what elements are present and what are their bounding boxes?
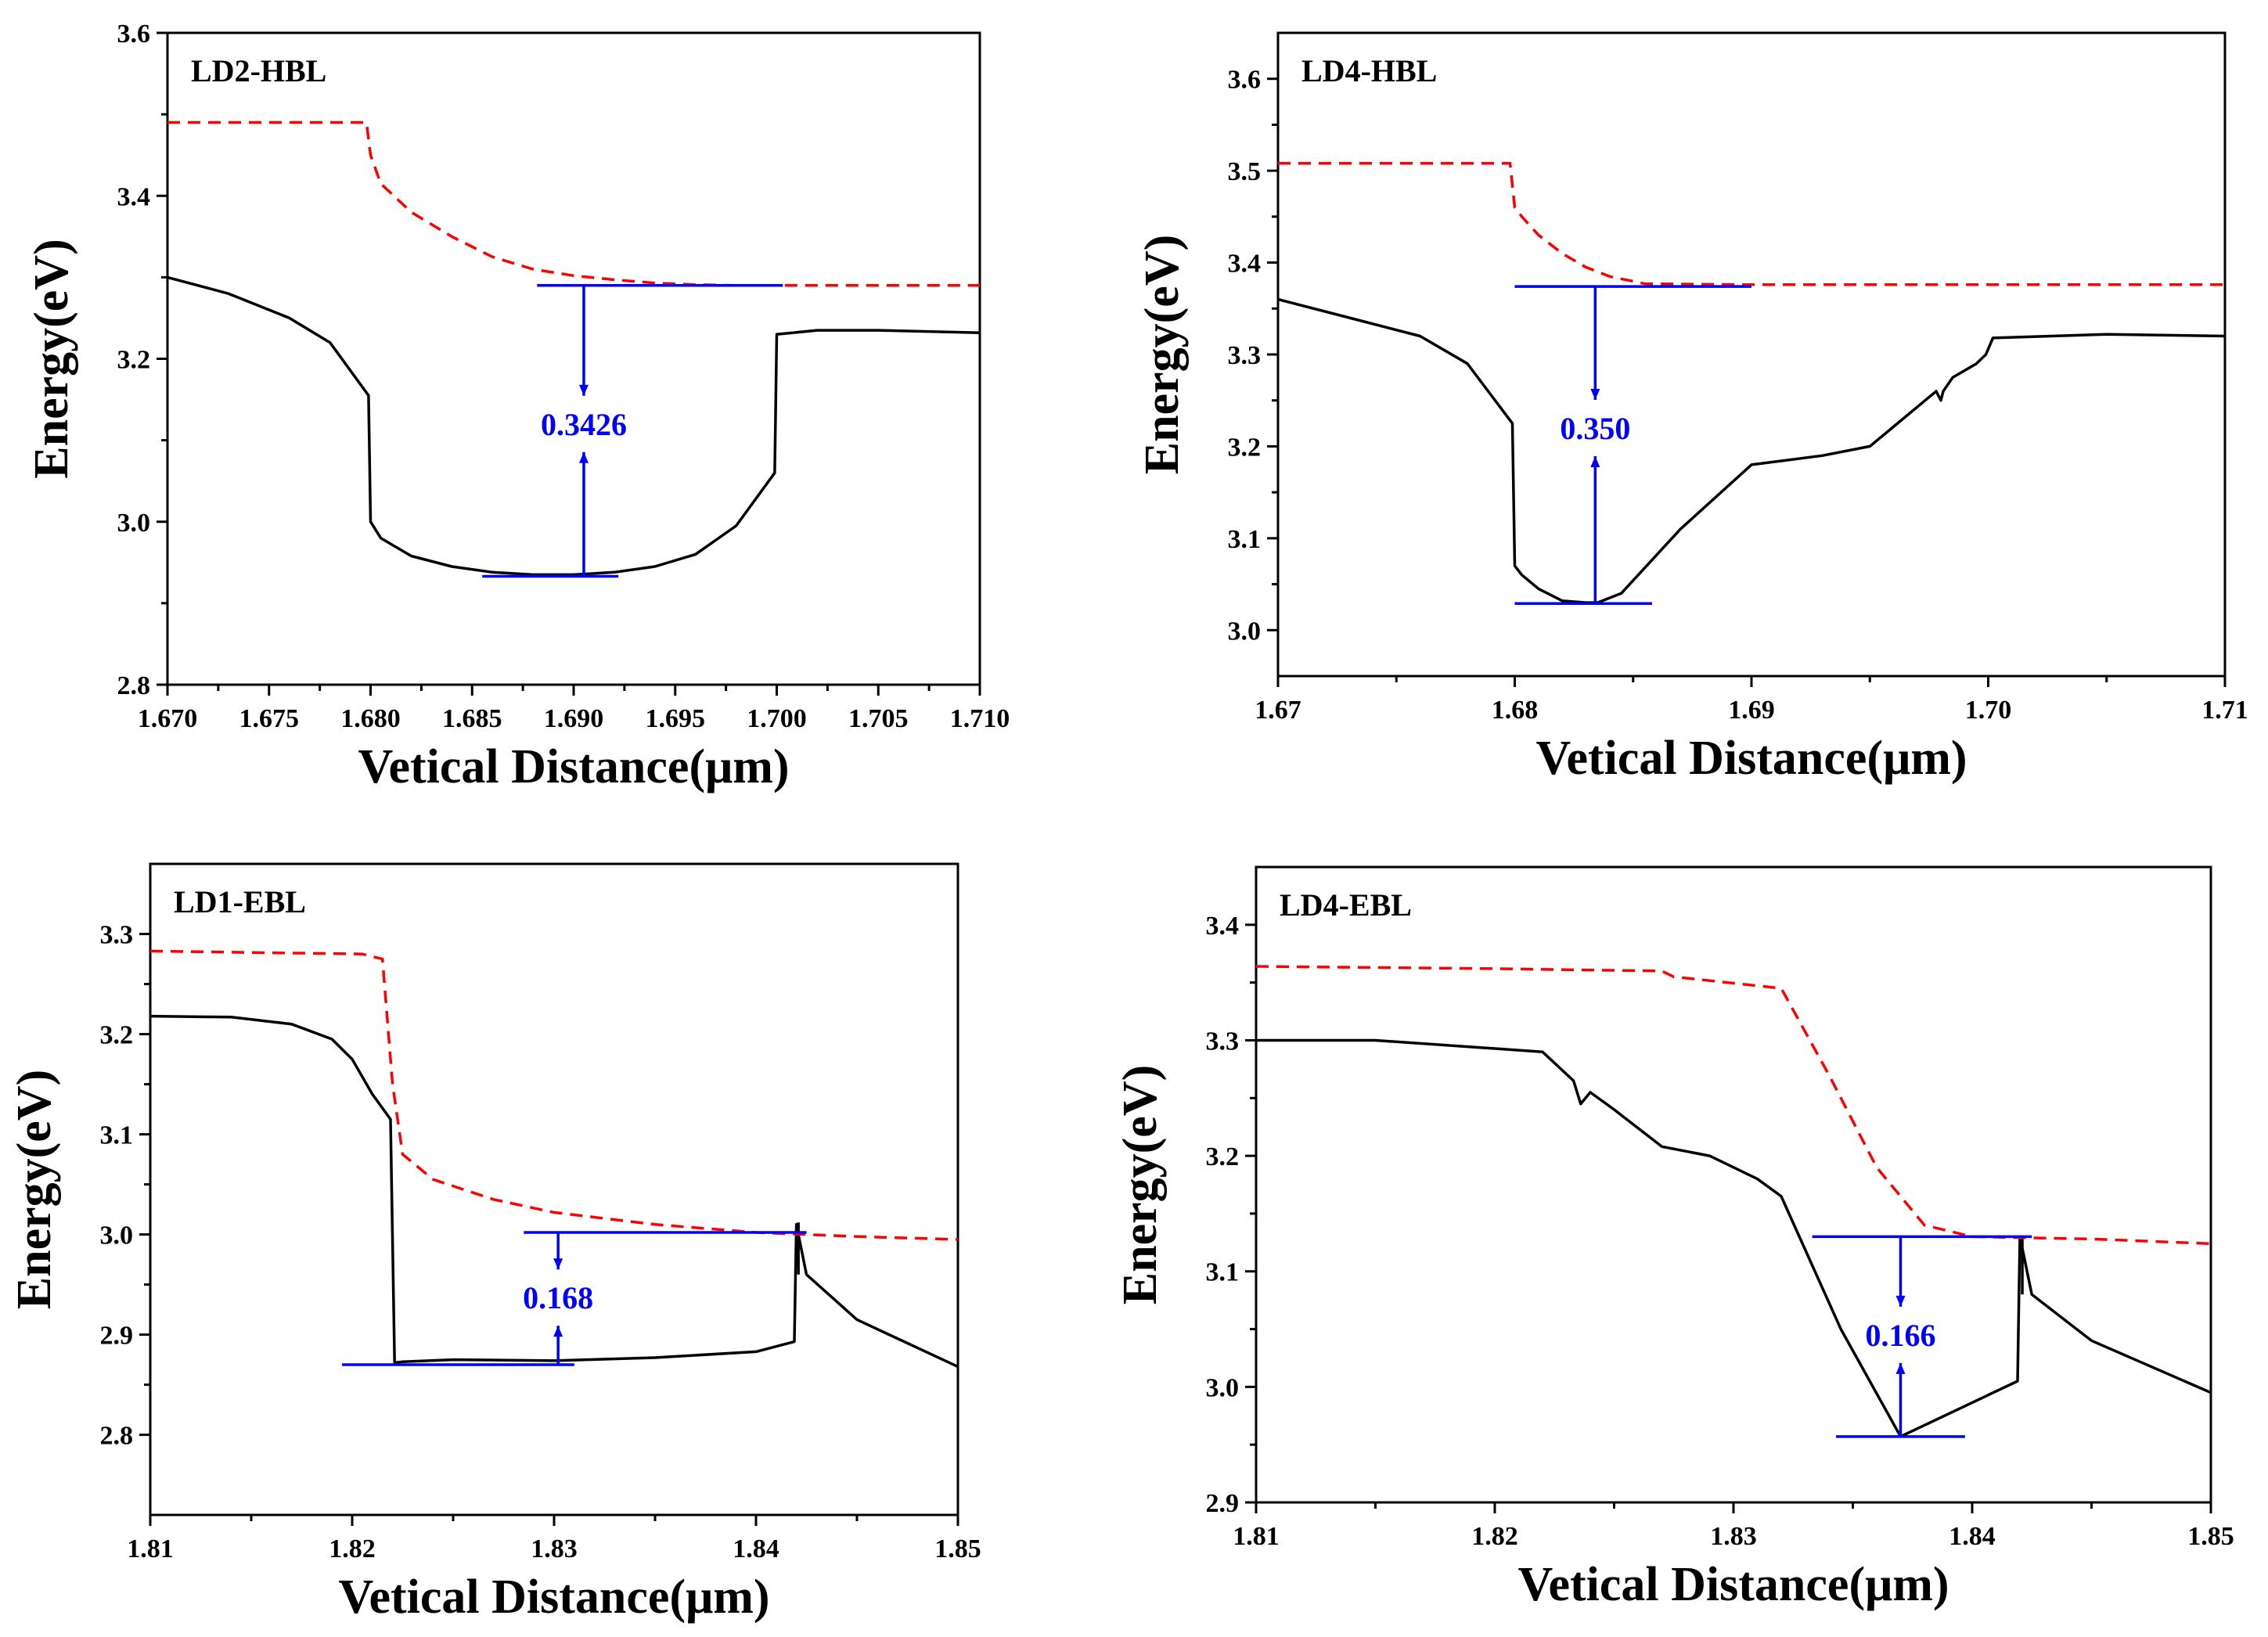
y-tick-label: 3.3 [1228,341,1262,370]
y-tick-label: 2.9 [1206,1489,1240,1518]
y-tick-label: 3.3 [100,921,134,950]
x-tick-label: 1.83 [1710,1522,1757,1551]
y-tick-label: 3.4 [1228,250,1262,279]
y-tick-label: 3.2 [117,346,151,375]
arrowhead-up-icon [553,1326,563,1337]
arrowhead-down-icon [578,384,589,396]
panel-title: LD4-EBL [1280,887,1412,923]
y-tick-label: 3.0 [1206,1373,1240,1402]
y-tick-label: 3.5 [1228,157,1262,186]
y-tick-label: 3.0 [1228,617,1262,646]
plot-frame [1276,31,2227,678]
panel-ld2-hbl: LD2-HBL Vetical Distance(μm) Energy(eV) … [25,20,1010,793]
arrowhead-down-icon [1895,1295,1906,1307]
y-tick-label: 2.8 [100,1422,134,1451]
y-tick-label: 3.2 [1206,1142,1240,1171]
plot-frame [1255,865,2212,1504]
gap-annotation-label: 0.350 [1560,411,1630,446]
y-tick-label: 3.4 [1206,912,1240,941]
panel-title: LD4-HBL [1301,53,1437,88]
x-tick-label: 1.82 [1471,1522,1518,1551]
x-tick-label: 1.69 [1728,696,1775,725]
panel-ld1-ebl: LD1-EBL Vetical Distance(μm) Energy(eV) … [8,862,981,1624]
x-axis-label: Vetical Distance(μm) [1535,732,1967,785]
y-tick-label: 2.8 [117,671,151,700]
y-tick-label: 3.1 [1228,525,1262,554]
x-axis-label: Vetical Distance(μm) [358,740,789,793]
x-tick-label: 1.695 [646,704,706,733]
gap-annotation-label: 0.168 [523,1280,593,1315]
x-tick-label: 1.685 [442,704,502,733]
y-tick-label: 3.1 [100,1121,134,1150]
x-tick-label: 1.81 [127,1534,174,1563]
arrowhead-up-icon [1895,1362,1906,1374]
x-tick-label: 1.85 [934,1534,981,1563]
y-tick-label: 3.6 [1228,66,1262,95]
y-tick-label: 3.4 [117,182,151,211]
series-solid-line [1277,297,2226,604]
x-tick-label: 1.700 [747,704,807,733]
arrowhead-down-icon [1590,388,1600,400]
x-tick-label: 1.68 [1492,696,1539,725]
panel-title: LD2-HBL [191,53,326,88]
y-tick-label: 3.1 [1206,1258,1240,1287]
plot-frame [166,31,981,686]
arrowhead-down-icon [553,1258,563,1270]
x-tick-label: 1.71 [2201,696,2248,725]
gap-annotation-label: 0.3426 [541,407,627,442]
x-tick-label: 1.81 [1233,1522,1280,1551]
y-tick-label: 3.2 [1228,433,1262,462]
x-tick-label: 1.67 [1255,696,1301,725]
panel-title: LD1-EBL [174,884,306,919]
x-tick-label: 1.84 [733,1534,779,1563]
x-axis-label: Vetical Distance(μm) [338,1570,769,1624]
x-tick-label: 1.82 [329,1534,376,1563]
series-dashed-line [149,949,959,1241]
y-axis-label: Energy(eV) [8,1070,61,1309]
y-tick-label: 3.3 [1206,1027,1240,1056]
y-axis-label: Energy(eV) [1114,1065,1167,1304]
x-tick-label: 1.85 [2187,1522,2234,1551]
series-dashed-line [167,121,980,287]
y-axis-label: Energy(eV) [25,239,78,478]
series-dashed-line [1278,161,2225,286]
series-solid-line [167,275,981,577]
y-tick-label: 3.0 [117,509,151,538]
x-tick-label: 1.70 [1965,696,2012,725]
x-axis-label: Vetical Distance(μm) [1517,1558,1949,1611]
x-tick-label: 1.83 [531,1534,578,1563]
x-tick-label: 1.705 [848,704,909,733]
y-axis-label: Energy(eV) [1136,235,1189,474]
x-tick-label: 1.84 [1949,1522,1996,1551]
arrowhead-up-icon [1590,455,1600,467]
arrowhead-up-icon [578,452,589,463]
x-tick-label: 1.680 [340,704,401,733]
series-solid-line [1256,1038,2212,1438]
x-tick-label: 1.675 [239,704,300,733]
x-tick-label: 1.670 [138,704,198,733]
y-tick-label: 3.0 [100,1221,134,1250]
x-tick-label: 1.690 [544,704,604,733]
y-tick-label: 3.6 [117,20,151,49]
x-tick-label: 1.710 [950,704,1010,733]
panel-ld4-hbl: LD4-HBL Vetical Distance(μm) Energy(eV) … [1136,31,2248,785]
y-tick-label: 3.2 [100,1021,134,1050]
series-dashed-line [1255,965,2212,1246]
plot-frame [149,862,959,1516]
panel-ld4-ebl: LD4-EBL Vetical Distance(μm) Energy(eV) … [1114,865,2234,1611]
gap-annotation-label: 0.166 [1866,1318,1936,1353]
y-tick-label: 2.9 [100,1322,134,1351]
